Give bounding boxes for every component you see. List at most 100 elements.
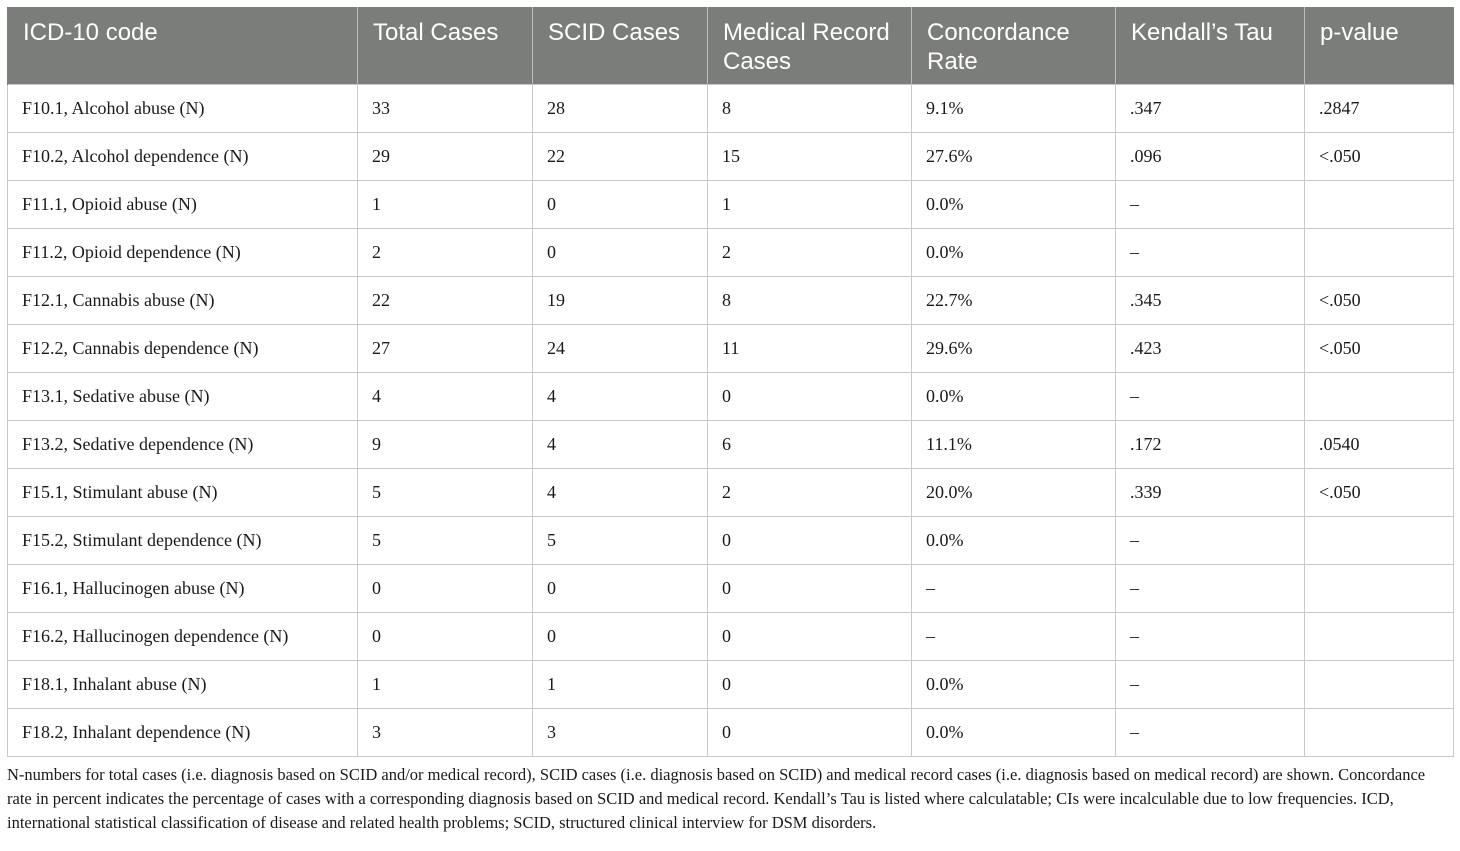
table-header: ICD-10 code Total Cases SCID Cases Medic… — [7, 7, 1454, 85]
concordance-rate-cell: – — [911, 612, 1116, 661]
header-scid-cases: SCID Cases — [532, 7, 708, 85]
kendalls-tau-cell: – — [1115, 612, 1305, 661]
concordance-rate-cell: 11.1% — [911, 420, 1116, 469]
scid-cases-cell: 0 — [532, 228, 708, 277]
kendalls-tau-cell: – — [1115, 372, 1305, 421]
kendalls-tau-cell: .345 — [1115, 276, 1305, 325]
p-value-cell: <.050 — [1304, 132, 1454, 181]
table-row: F15.1, Stimulant abuse (N) 5 4 2 20.0% .339 <.… — [7, 468, 1454, 517]
kendalls-tau-cell: – — [1115, 708, 1305, 757]
medical-record-cases-cell: 2 — [707, 468, 912, 517]
concordance-rate-cell: 9.1% — [911, 84, 1116, 133]
header-row: ICD-10 code Total Cases SCID Cases Medic… — [7, 7, 1454, 85]
concordance-rate-cell: 0.0% — [911, 660, 1116, 709]
medical-record-cases-cell: 8 — [707, 276, 912, 325]
scid-cases-cell: 0 — [532, 180, 708, 229]
concordance-rate-cell: 27.6% — [911, 132, 1116, 181]
medical-record-cases-cell: 0 — [707, 564, 912, 613]
concordance-rate-cell: 0.0% — [911, 708, 1116, 757]
concordance-rate-cell: 0.0% — [911, 516, 1116, 565]
table-row: F18.1, Inhalant abuse (N) 1 1 0 0.0% – — [7, 660, 1454, 709]
table-body: F10.1, Alcohol abuse (N) 33 28 8 9.1% .347.28… — [7, 84, 1454, 757]
total-cases-cell: 0 — [357, 564, 533, 613]
icd-code-cell: F13.1, Sedative abuse (N) — [7, 372, 358, 421]
kendalls-tau-cell: – — [1115, 180, 1305, 229]
scid-cases-cell: 22 — [532, 132, 708, 181]
header-icd-code: ICD-10 code — [7, 7, 358, 85]
medical-record-cases-cell: 1 — [707, 180, 912, 229]
total-cases-cell: 29 — [357, 132, 533, 181]
concordance-rate-cell: 0.0% — [911, 372, 1116, 421]
icd-code-cell: F18.1, Inhalant abuse (N) — [7, 660, 358, 709]
medical-record-cases-cell: 0 — [707, 612, 912, 661]
medical-record-cases-cell: 0 — [707, 708, 912, 757]
medical-record-cases-cell: 0 — [707, 660, 912, 709]
kendalls-tau-cell: .423 — [1115, 324, 1305, 373]
concordance-rate-cell: 0.0% — [911, 180, 1116, 229]
table-row: F10.2, Alcohol dependence (N) 29 22 15 27.6%… — [7, 132, 1454, 181]
p-value-cell — [1304, 660, 1454, 709]
p-value-cell — [1304, 516, 1454, 565]
total-cases-cell: 5 — [357, 468, 533, 517]
total-cases-cell: 1 — [357, 180, 533, 229]
table-row: F16.1, Hallucinogen abuse (N) 0 0 0– – — [7, 564, 1454, 613]
table-row: F12.1, Cannabis abuse (N) 22 19 8 22.7% .345 <… — [7, 276, 1454, 325]
scid-cases-cell: 5 — [532, 516, 708, 565]
medical-record-cases-cell: 6 — [707, 420, 912, 469]
p-value-cell: <.050 — [1304, 324, 1454, 373]
kendalls-tau-cell: .339 — [1115, 468, 1305, 517]
concordance-rate-cell: 0.0% — [911, 228, 1116, 277]
scid-cases-cell: 0 — [532, 564, 708, 613]
concordance-rate-cell: 20.0% — [911, 468, 1116, 517]
p-value-cell: .0540 — [1304, 420, 1454, 469]
scid-cases-cell: 3 — [532, 708, 708, 757]
table-row: F13.1, Sedative abuse (N) 4 4 0 0.0% – — [7, 372, 1454, 421]
scid-cases-cell: 4 — [532, 468, 708, 517]
medical-record-cases-cell: 0 — [707, 372, 912, 421]
icd-code-cell: F11.1, Opioid abuse (N) — [7, 180, 358, 229]
p-value-cell — [1304, 708, 1454, 757]
icd-code-cell: F16.2, Hallucinogen dependence (N) — [7, 612, 358, 661]
header-medical-record-cases: Medical Record Cases — [707, 7, 912, 85]
icd-code-cell: F12.1, Cannabis abuse (N) — [7, 276, 358, 325]
icd-code-cell: F12.2, Cannabis dependence (N) — [7, 324, 358, 373]
kendalls-tau-cell: – — [1115, 660, 1305, 709]
table-row: F11.1, Opioid abuse (N) 1 0 1 0.0% – — [7, 180, 1454, 229]
table-row: F11.2, Opioid dependence (N) 2 0 2 0.0% – — [7, 228, 1454, 277]
kendalls-tau-cell: – — [1115, 516, 1305, 565]
header-total-cases: Total Cases — [357, 7, 533, 85]
p-value-cell: <.050 — [1304, 276, 1454, 325]
medical-record-cases-cell: 11 — [707, 324, 912, 373]
total-cases-cell: 9 — [357, 420, 533, 469]
scid-cases-cell: 19 — [532, 276, 708, 325]
table-row: F10.1, Alcohol abuse (N) 33 28 8 9.1% .347.28… — [7, 84, 1454, 133]
kendalls-tau-cell: .096 — [1115, 132, 1305, 181]
concordance-rate-cell: 29.6% — [911, 324, 1116, 373]
total-cases-cell: 2 — [357, 228, 533, 277]
scid-cases-cell: 28 — [532, 84, 708, 133]
medical-record-cases-cell: 0 — [707, 516, 912, 565]
concordance-rate-cell: 22.7% — [911, 276, 1116, 325]
table-row: F16.2, Hallucinogen dependence (N) 0 0 0– – — [7, 612, 1454, 661]
table-row: F18.2, Inhalant dependence (N) 3 3 0 0.0% – — [7, 708, 1454, 757]
total-cases-cell: 3 — [357, 708, 533, 757]
table-container: ICD-10 code Total Cases SCID Cases Medic… — [7, 7, 1454, 835]
p-value-cell: <.050 — [1304, 468, 1454, 517]
kendalls-tau-cell: .172 — [1115, 420, 1305, 469]
total-cases-cell: 33 — [357, 84, 533, 133]
total-cases-cell: 1 — [357, 660, 533, 709]
scid-cases-cell: 0 — [532, 612, 708, 661]
medical-record-cases-cell: 8 — [707, 84, 912, 133]
header-concordance-rate: Concordance Rate — [911, 7, 1116, 85]
scid-cases-cell: 1 — [532, 660, 708, 709]
icd-code-cell: F15.2, Stimulant dependence (N) — [7, 516, 358, 565]
icd-code-cell: F10.2, Alcohol dependence (N) — [7, 132, 358, 181]
medical-record-cases-cell: 2 — [707, 228, 912, 277]
p-value-cell — [1304, 372, 1454, 421]
scid-cases-cell: 4 — [532, 372, 708, 421]
p-value-cell: .2847 — [1304, 84, 1454, 133]
total-cases-cell: 5 — [357, 516, 533, 565]
p-value-cell — [1304, 612, 1454, 661]
icd-code-cell: F10.1, Alcohol abuse (N) — [7, 84, 358, 133]
icd-code-cell: F16.1, Hallucinogen abuse (N) — [7, 564, 358, 613]
